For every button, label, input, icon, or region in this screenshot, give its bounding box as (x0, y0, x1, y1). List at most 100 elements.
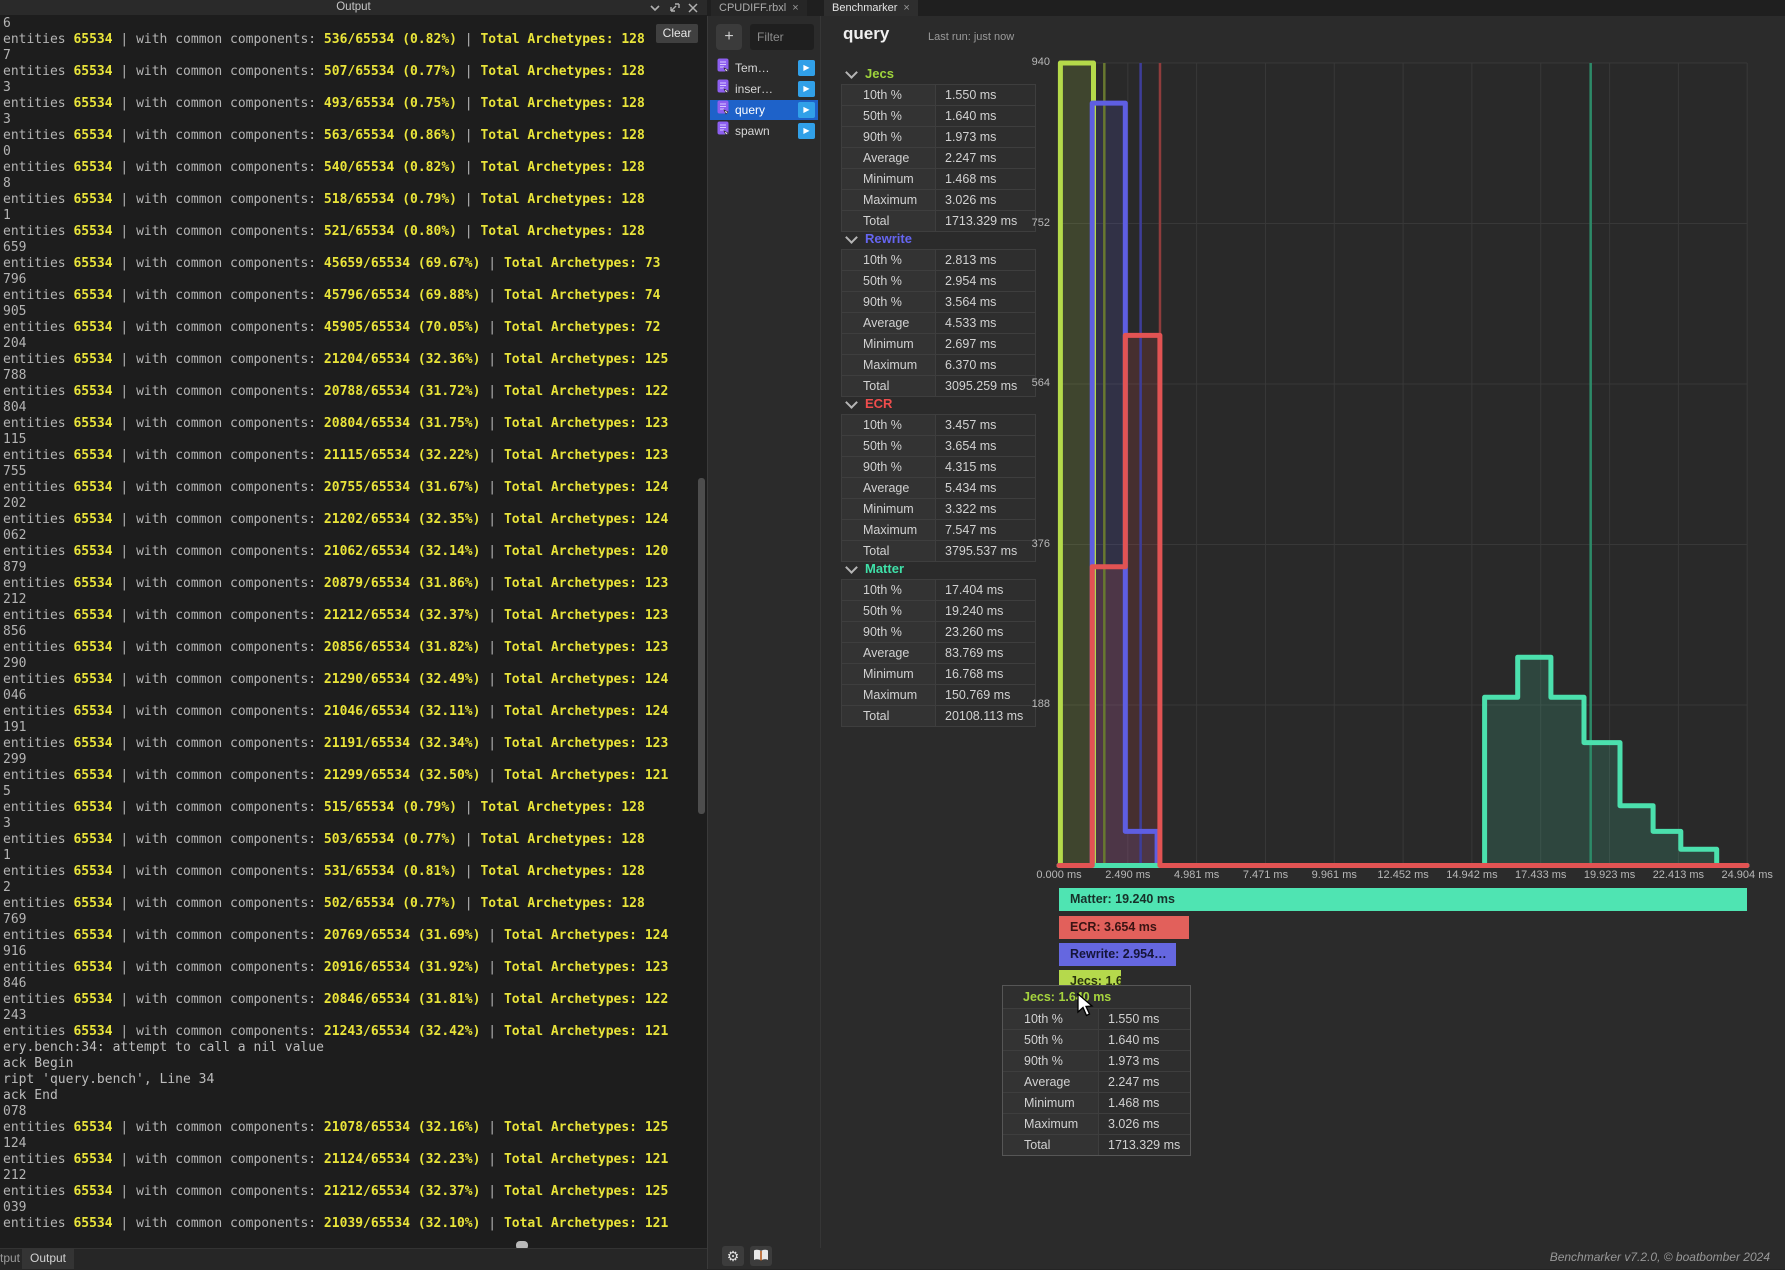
output-line-fragment: 243 (3, 1008, 27, 1023)
run-benchmark-button[interactable]: ▶ (798, 123, 815, 139)
output-line: entities 65534 | with common components:… (3, 128, 645, 143)
stat-label: 90th % (842, 127, 936, 147)
stat-value: 2.697 ms (936, 334, 1035, 354)
stat-label: Maximum (842, 355, 936, 375)
output-line: entities 65534 | with common components:… (3, 256, 661, 271)
tab-cpudiff[interactable]: CPUDIFF.rbxl × (711, 0, 807, 16)
stat-label: Maximum (842, 520, 936, 540)
benchmark-file-list (708, 16, 821, 1248)
x-axis-tick-label: 2.490 ms (1105, 869, 1151, 881)
clear-button[interactable]: Clear (656, 24, 698, 43)
section-header-jecs[interactable]: Jecs (841, 63, 1036, 84)
stat-label: Total (842, 211, 936, 231)
section-name: Jecs (865, 66, 894, 81)
stat-label: Minimum (842, 664, 936, 684)
run-benchmark-button[interactable]: ▶ (798, 102, 815, 118)
benchmark-item-label: query (735, 103, 766, 117)
run-benchmark-button[interactable]: ▶ (798, 81, 815, 97)
x-axis-tick-label: 9.961 ms (1311, 869, 1357, 881)
filter-input[interactable]: Filter (750, 24, 814, 50)
section-header-ecr[interactable]: ECR (841, 393, 1036, 414)
stat-value: 3.654 ms (936, 436, 1035, 456)
output-line-fragment: 796 (3, 272, 27, 287)
output-line-fragment: 290 (3, 656, 27, 671)
benchmark-item-inser[interactable]: inser… ▶ (710, 79, 818, 99)
stat-label: Maximum (842, 685, 936, 705)
stat-label: Maximum (1003, 1114, 1099, 1134)
stat-label: 50th % (1003, 1030, 1099, 1050)
stat-row: 10th % 2.813 ms (842, 250, 1035, 270)
output-panel: Output Clear 6 entities 65534 | with comm… (0, 0, 708, 1270)
stat-row: 50th % 2.954 ms (842, 270, 1035, 291)
docs-book-button[interactable] (750, 1246, 772, 1266)
close-icon[interactable]: × (903, 2, 910, 14)
output-line-fragment: 191 (3, 720, 27, 735)
y-axis-tick-label: 188 (1031, 698, 1050, 710)
stat-label: 50th % (842, 601, 936, 621)
output-line: ery.bench:34: attempt to call a nil valu… (3, 1040, 324, 1055)
section-header-rewrite[interactable]: Rewrite (841, 228, 1036, 249)
stat-value: 1.640 ms (936, 106, 1035, 126)
chevron-down-icon (845, 395, 858, 409)
stat-value: 1713.329 ms (1099, 1135, 1190, 1155)
output-line: entities 65534 | with common components:… (3, 928, 669, 943)
run-benchmark-button[interactable]: ▶ (798, 60, 815, 76)
output-line-fragment: 905 (3, 304, 27, 319)
stats-table-ecr: 10th % 3.457 ms 50th % 3.654 ms 90th % 4.315 … (841, 414, 1036, 562)
stat-row: 90th % 4.315 ms (842, 456, 1035, 477)
section-name: Matter (865, 561, 905, 576)
y-axis-tick-label: 564 (1031, 377, 1050, 389)
close-icon[interactable] (687, 2, 699, 14)
output-tab-clipped[interactable]: tput (0, 1251, 21, 1265)
output-line-fragment: 879 (3, 560, 27, 575)
benchmark-item-query[interactable]: query ▶ (710, 100, 818, 120)
section-header-matter[interactable]: Matter (841, 558, 1036, 579)
timing-bar-matter[interactable]: Matter: 19.240 ms (1059, 888, 1747, 911)
output-line-fragment: 2 (3, 880, 11, 895)
output-line: entities 65534 | with common components:… (3, 160, 645, 175)
output-line-fragment: 7 (3, 48, 11, 63)
output-line-fragment: 916 (3, 944, 27, 959)
tab-benchmarker[interactable]: Benchmarker × (824, 0, 918, 16)
output-tab[interactable]: Output (22, 1248, 74, 1269)
stat-row: Minimum 16.768 ms (842, 663, 1035, 684)
output-line: entities 65534 | with common components:… (3, 1024, 669, 1039)
stat-label: Minimum (842, 169, 936, 189)
tooltip-stat-row: 50th % 1.640 ms (1003, 1029, 1190, 1050)
tooltip-stat-row: Average 2.247 ms (1003, 1071, 1190, 1092)
output-line-fragment: 769 (3, 912, 27, 927)
stat-value: 3.457 ms (936, 415, 1035, 435)
section-name: Rewrite (865, 231, 912, 246)
plugin-version-footer: Benchmarker v7.2.0, © boatbomber 2024 (1549, 1250, 1770, 1264)
output-line: entities 65534 | with common components:… (3, 576, 669, 591)
stat-row: 10th % 1.550 ms (842, 85, 1035, 105)
output-line: entities 65534 | with common components:… (3, 288, 661, 303)
restore-window-icon[interactable] (668, 2, 680, 14)
benchmark-item-Tem[interactable]: Tem… ▶ (710, 58, 818, 78)
settings-gear-button[interactable]: ⚙ (722, 1246, 744, 1266)
output-log[interactable]: 6 entities 65534 | with common components… (3, 16, 705, 1246)
timing-bar-ecr[interactable]: ECR: 3.654 ms (1059, 916, 1189, 939)
add-benchmark-button[interactable]: + (716, 24, 742, 50)
timing-bar-rewrite[interactable]: Rewrite: 2.954… (1059, 943, 1176, 966)
benchmark-item-spawn[interactable]: spawn ▶ (710, 121, 818, 141)
x-axis-tick-label: 24.904 ms (1721, 869, 1773, 881)
x-axis-tick-label: 14.942 ms (1446, 869, 1498, 881)
output-line: entities 65534 | with common components:… (3, 512, 669, 527)
output-line: entities 65534 | with common components:… (3, 1216, 669, 1231)
stat-label: Average (842, 313, 936, 333)
x-axis-tick-label: 4.981 ms (1174, 869, 1220, 881)
stat-row: Total 3795.537 ms (842, 540, 1035, 561)
output-scrollbar[interactable] (698, 478, 705, 814)
stat-label: Minimum (1003, 1093, 1099, 1113)
benchmark-histogram-chart[interactable] (1056, 55, 1760, 870)
stat-value: 150.769 ms (936, 685, 1035, 705)
stat-row: Total 1713.329 ms (842, 210, 1035, 231)
output-line: entities 65534 | with common components:… (3, 1152, 669, 1167)
chevron-down-icon[interactable] (649, 2, 661, 14)
scrollbar-thumb[interactable] (516, 1241, 528, 1250)
close-icon[interactable]: × (792, 2, 799, 14)
stat-value: 6.370 ms (936, 355, 1035, 375)
stat-label: 10th % (842, 580, 936, 600)
tooltip-stat-row: Minimum 1.468 ms (1003, 1092, 1190, 1113)
